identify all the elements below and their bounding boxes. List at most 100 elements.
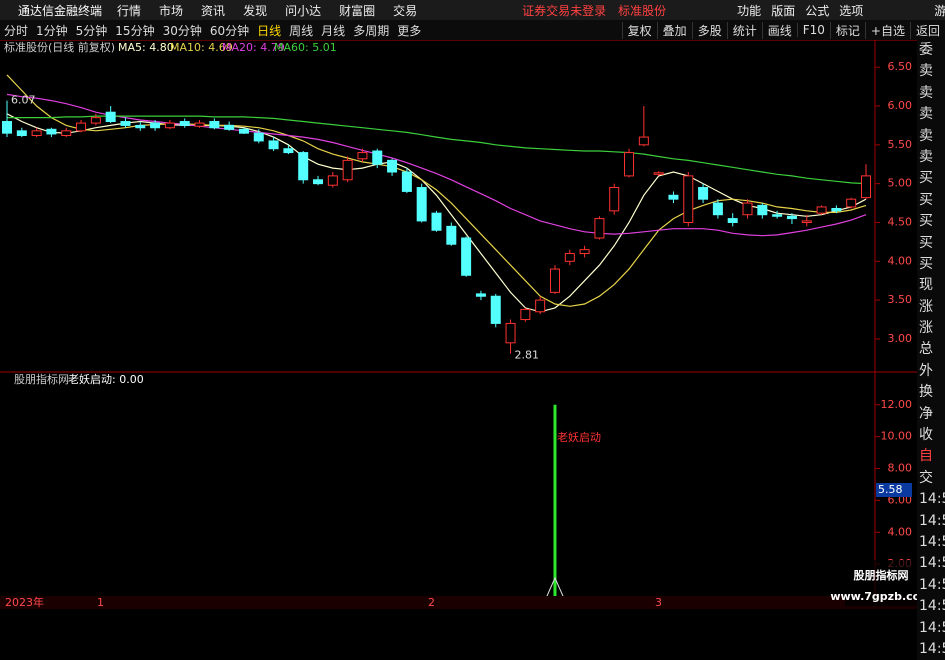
signal-bar bbox=[553, 404, 557, 596]
period-tab[interactable]: 1分钟 bbox=[36, 23, 68, 38]
menu-item[interactable]: 交易 bbox=[393, 3, 418, 18]
candle-body bbox=[490, 295, 501, 324]
side-label: 卖四 bbox=[917, 82, 945, 105]
period-tab[interactable]: 30分钟 bbox=[162, 23, 202, 38]
y-tick-label: 4.50 bbox=[888, 215, 913, 228]
candle-body bbox=[209, 121, 220, 129]
x-axis-strip bbox=[0, 596, 917, 609]
side-label: 外盘 bbox=[917, 360, 945, 383]
candle-body bbox=[224, 124, 235, 130]
signal-label: 老妖启动 bbox=[557, 430, 601, 444]
price-annotation: 2.81 bbox=[515, 349, 540, 362]
period-tab[interactable]: 日线 bbox=[257, 23, 282, 38]
tool-button[interactable]: 画线 bbox=[761, 21, 797, 39]
candle-body bbox=[786, 215, 797, 220]
period-tab[interactable]: 周线 bbox=[289, 23, 314, 38]
side-label: 买二 bbox=[917, 189, 945, 212]
candle-body bbox=[76, 122, 87, 132]
period-tab[interactable]: 多周期 bbox=[353, 23, 390, 38]
candle-body bbox=[372, 150, 383, 165]
candle-body bbox=[727, 218, 738, 223]
side-label: 换手 bbox=[917, 382, 945, 404]
menu-item[interactable]: 资讯 bbox=[201, 3, 226, 18]
ma-label: MA20: 4.79 bbox=[222, 41, 285, 54]
side-label: 涨幅 bbox=[917, 318, 945, 340]
watermark-url: www.7gpzb.com bbox=[830, 590, 917, 603]
y-tick-label: 6.00 bbox=[888, 99, 913, 112]
candle-body bbox=[90, 117, 101, 124]
ma-line bbox=[6, 113, 867, 313]
candle-body bbox=[446, 225, 457, 245]
candle-body bbox=[387, 159, 398, 173]
candle-body bbox=[816, 206, 827, 214]
tool-button[interactable]: 叠加 bbox=[656, 21, 692, 39]
ma-line bbox=[6, 93, 867, 237]
side-label: 14:56 bbox=[917, 617, 945, 639]
user[interactable]: 游客 bbox=[934, 3, 945, 18]
ma-line bbox=[6, 74, 867, 307]
side-label: 自动 bbox=[917, 446, 945, 468]
candle-body bbox=[179, 121, 190, 126]
candle-body bbox=[164, 122, 175, 129]
ma-label: MA60: 5.01 bbox=[274, 41, 337, 54]
side-label: 卖一 bbox=[917, 146, 945, 169]
candle-body bbox=[135, 124, 146, 129]
side-label: 收益 bbox=[917, 425, 945, 447]
menu-item[interactable]: 问小达 bbox=[285, 3, 322, 18]
side-label: 卖五 bbox=[917, 61, 945, 83]
tool-button[interactable]: F10 bbox=[796, 23, 830, 37]
menu-item[interactable]: 功能 bbox=[737, 3, 762, 18]
candle-body bbox=[268, 140, 279, 150]
candle-body bbox=[609, 187, 620, 212]
period-tab[interactable]: 5分钟 bbox=[75, 23, 108, 38]
tool-button[interactable]: 返回 bbox=[909, 21, 945, 39]
cursor-label: 5.58 bbox=[878, 483, 903, 496]
candle-body bbox=[357, 152, 368, 160]
candle-body bbox=[401, 171, 412, 192]
menu-item[interactable]: 公式 bbox=[805, 3, 830, 18]
y-tick-label: 10.00 bbox=[881, 430, 913, 443]
period-tab[interactable]: 分时 bbox=[4, 23, 29, 38]
tool-button[interactable]: 统计 bbox=[726, 21, 762, 39]
indicator-value: 老妖启动: 0.00 bbox=[68, 372, 144, 386]
period-tab[interactable]: 更多 bbox=[397, 23, 422, 38]
x-label: 3 bbox=[655, 596, 662, 609]
menu-item[interactable]: 行情 bbox=[117, 3, 142, 18]
tool-button[interactable]: 多股 bbox=[691, 21, 727, 39]
side-label: 净资 bbox=[917, 403, 945, 426]
candle-body bbox=[638, 136, 649, 146]
tool-button[interactable]: +自选 bbox=[864, 21, 910, 39]
candle-body bbox=[31, 130, 42, 137]
period-tab[interactable]: 15分钟 bbox=[115, 23, 155, 38]
candle-body bbox=[831, 207, 842, 212]
candle-body bbox=[150, 122, 161, 129]
notice[interactable]: 证券交易未登录 bbox=[522, 3, 607, 18]
menu-item[interactable]: 选项 bbox=[839, 3, 864, 18]
x-label: 2023年 bbox=[5, 595, 44, 609]
x-label: 2 bbox=[428, 596, 435, 609]
side-label: 涨跌 bbox=[917, 296, 945, 319]
menu-item[interactable]: 市场 bbox=[159, 3, 184, 18]
candle-body bbox=[2, 121, 12, 134]
candle-body bbox=[253, 132, 264, 142]
menu-item[interactable]: 发现 bbox=[243, 3, 268, 18]
ma-line bbox=[7, 115, 867, 185]
candle-body bbox=[564, 253, 575, 262]
menu-item[interactable]: 财富圈 bbox=[339, 3, 376, 18]
tool-button[interactable]: 标记 bbox=[829, 21, 865, 39]
y-tick-label: 4.00 bbox=[888, 525, 913, 538]
menu-item[interactable]: 版面 bbox=[771, 3, 796, 18]
y-tick-label: 3.00 bbox=[888, 332, 913, 345]
candle-body bbox=[624, 152, 635, 177]
x-label: 1 bbox=[97, 596, 104, 609]
candle-body bbox=[238, 128, 249, 134]
side-label: 买五 bbox=[917, 253, 945, 276]
tool-button[interactable]: 复权 bbox=[621, 21, 657, 39]
candle-body bbox=[327, 175, 338, 186]
side-label: 14:56 bbox=[917, 553, 945, 575]
candle-body bbox=[653, 172, 664, 175]
period-tab[interactable]: 月线 bbox=[321, 23, 346, 38]
period-tab[interactable]: 60分钟 bbox=[209, 23, 250, 38]
candle-body bbox=[16, 130, 27, 137]
